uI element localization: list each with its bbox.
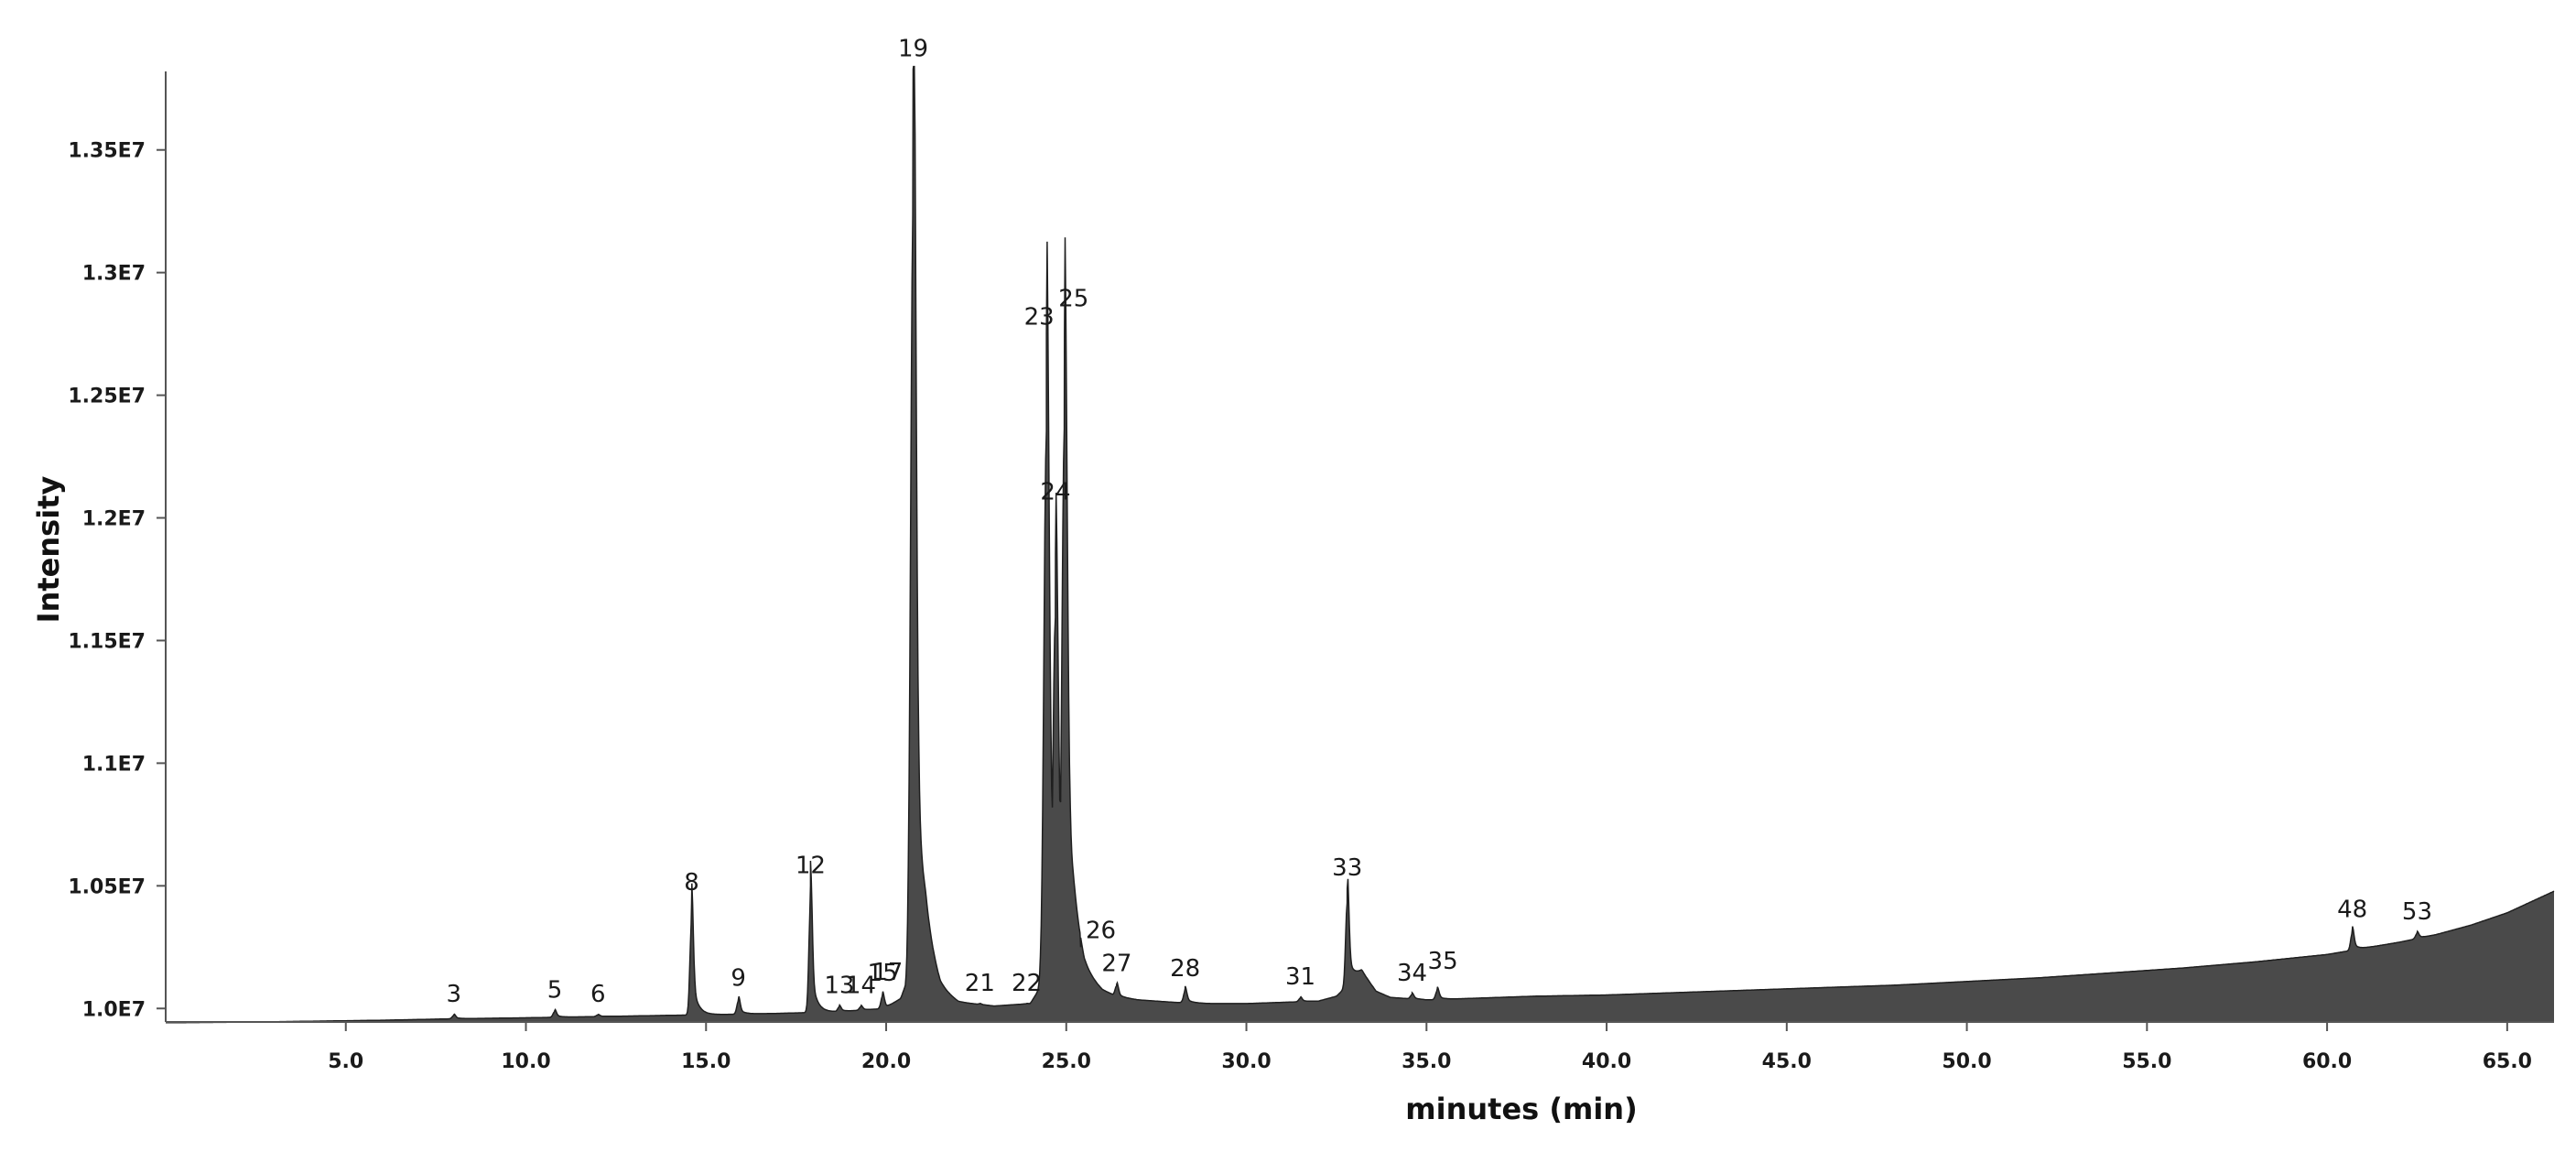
- x-ticks: 5.0 10.0 15.0 20.0 25.0 30.0 35.0 40.0 45.0 50.0 5…: [328, 1022, 2532, 1073]
- peak-label: 31: [1285, 963, 1315, 991]
- peak-label: 8: [684, 869, 699, 897]
- plot-area: [166, 65, 2555, 1024]
- peak-label: 28: [1170, 955, 1200, 983]
- peak-label: 25: [1058, 286, 1088, 313]
- x-tick-label: 45.0: [1762, 1050, 1812, 1073]
- peak-label: 26: [1086, 917, 1116, 944]
- x-tick-label: 30.0: [1221, 1050, 1271, 1073]
- x-tick-label: 65.0: [2483, 1050, 2532, 1073]
- peak-label: 24: [1040, 479, 1070, 506]
- y-axis-title: Intensity: [31, 476, 66, 624]
- peak-label: 21: [965, 970, 995, 997]
- peak-label: 13: [824, 973, 854, 1000]
- peak-label: 15: [868, 960, 898, 987]
- peak-label: 9: [731, 965, 746, 993]
- peak-label: 5: [547, 976, 563, 1004]
- y-tick-label: 1.15E7: [68, 630, 146, 653]
- y-tick-label: 1.35E7: [68, 140, 146, 163]
- y-tick-label: 1.1E7: [82, 753, 146, 776]
- peak-label: 22: [1012, 970, 1042, 997]
- peak-label: 3: [447, 981, 462, 1008]
- peak-label: 19: [898, 35, 928, 62]
- y-tick-label: 1.3E7: [82, 263, 146, 286]
- peak-label: 12: [796, 852, 826, 879]
- y-tick-label: 1.25E7: [68, 386, 146, 408]
- peak-label: 48: [2337, 897, 2367, 924]
- x-tick-label: 10.0: [501, 1050, 550, 1073]
- peak-label: 23: [1024, 304, 1055, 331]
- y-tick-label: 1.05E7: [68, 875, 146, 898]
- x-tick-label: 55.0: [2122, 1050, 2171, 1073]
- x-tick-label: 40.0: [1582, 1050, 1631, 1073]
- x-axis-title: minutes (min): [1405, 1092, 1637, 1126]
- x-tick-label: 20.0: [861, 1050, 911, 1073]
- x-tick-label: 25.0: [1042, 1050, 1091, 1073]
- peak-label: 17: [872, 959, 903, 986]
- peak-label: 27: [1101, 950, 1131, 977]
- axes: 1.0E7 1.05E7 1.1E7 1.15E7 1.2E7 1.25E7 1.3E7 1.…: [68, 71, 2554, 1073]
- x-tick-label: 60.0: [2302, 1050, 2352, 1073]
- peak-label: 34: [1397, 960, 1427, 987]
- peak-label: 14: [846, 973, 876, 1000]
- signal-line: [166, 65, 2555, 1024]
- y-tick-label: 1.2E7: [82, 508, 146, 531]
- peak-label: 53: [2402, 898, 2432, 926]
- peak-label: 35: [1428, 948, 1458, 975]
- x-tick-label: 5.0: [328, 1050, 363, 1073]
- peak-label: 33: [1332, 854, 1362, 882]
- x-tick-label: 50.0: [1942, 1050, 1991, 1073]
- peak-label: 6: [590, 981, 606, 1008]
- x-tick-label: 35.0: [1402, 1050, 1451, 1073]
- y-ticks: 1.0E7 1.05E7 1.1E7 1.15E7 1.2E7 1.25E7 1.3E7 1.…: [68, 140, 166, 1021]
- x-tick-label: 15.0: [681, 1050, 731, 1073]
- y-tick-label: 1.0E7: [82, 998, 146, 1021]
